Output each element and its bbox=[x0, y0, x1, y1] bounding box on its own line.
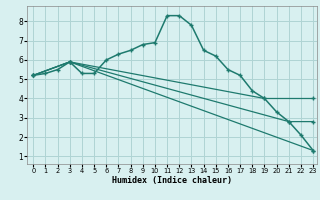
X-axis label: Humidex (Indice chaleur): Humidex (Indice chaleur) bbox=[112, 176, 232, 185]
